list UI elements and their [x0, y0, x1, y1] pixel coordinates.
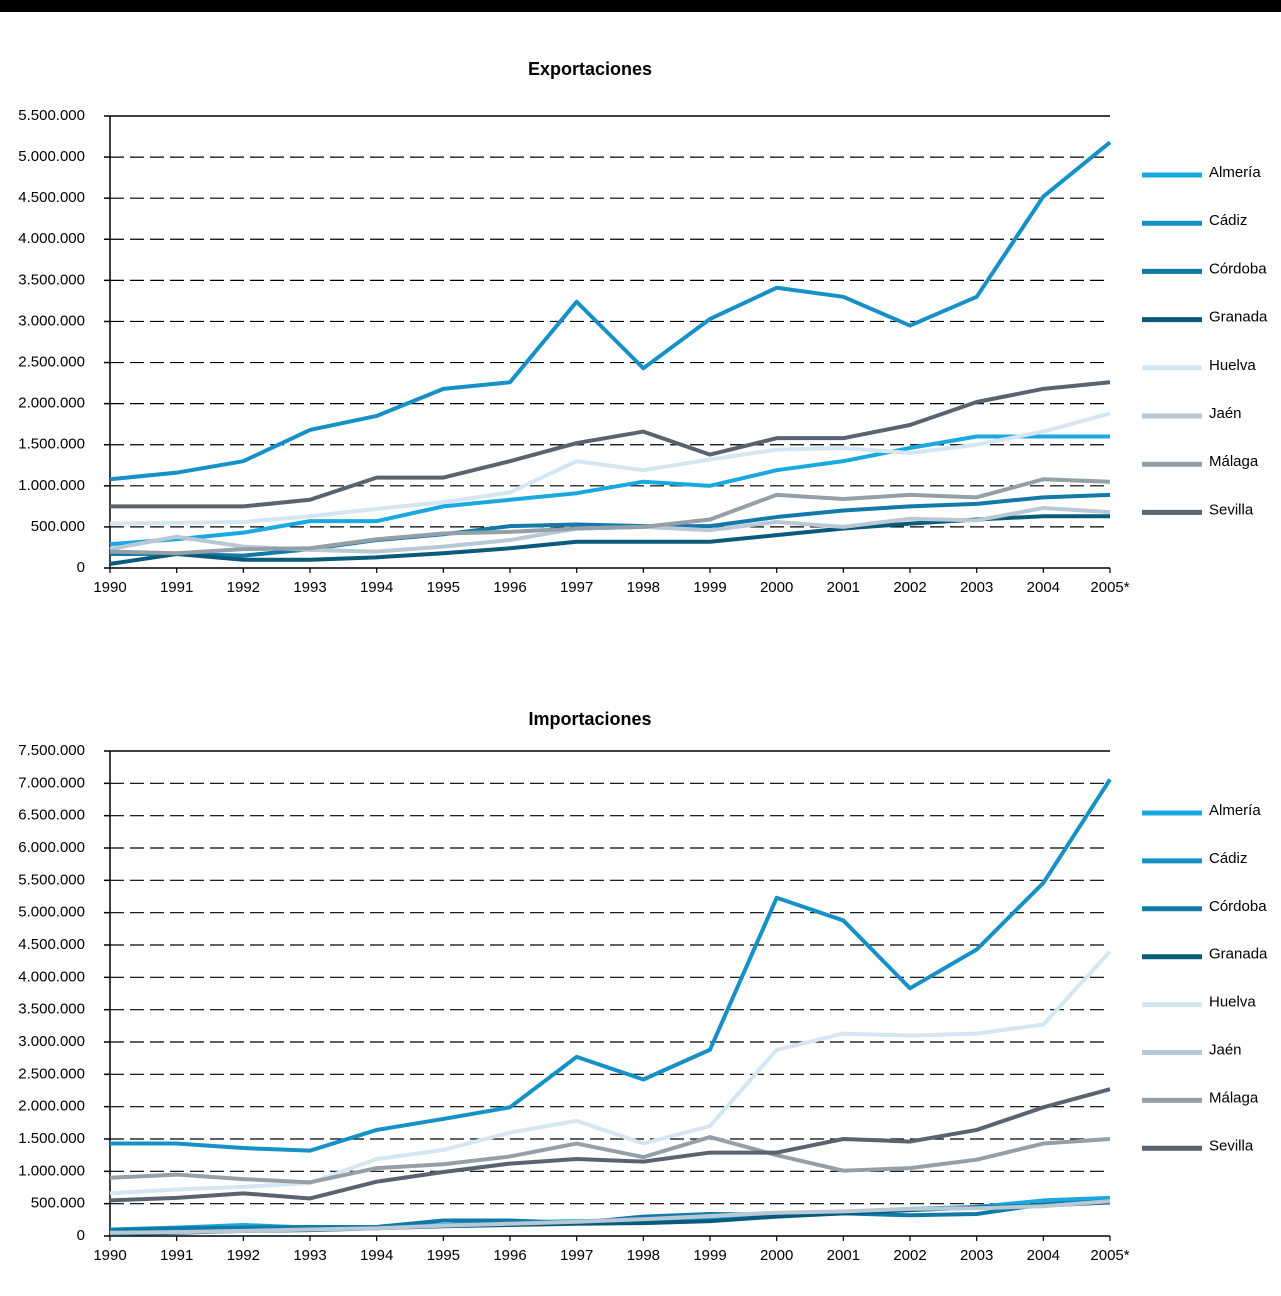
y-tick-label: 1.000.000	[18, 477, 85, 494]
legend-label: Almería	[1209, 164, 1261, 181]
legend-label: Córdoba	[1209, 260, 1267, 277]
x-tick-label: 1997	[560, 1247, 593, 1264]
chart-title: Importaciones	[528, 709, 651, 729]
x-tick-label: 1998	[627, 1247, 660, 1264]
x-tick-label: 1996	[493, 1247, 526, 1264]
y-tick-label: 4.500.000	[18, 189, 85, 206]
y-tick-label: 6.500.000	[18, 807, 85, 824]
y-tick-label: 3.000.000	[18, 1033, 85, 1050]
series-line	[110, 778, 1112, 1153]
legend-label: Cádiz	[1209, 212, 1247, 229]
series-line	[109, 477, 1111, 556]
legend-label: Huelva	[1209, 994, 1256, 1011]
x-tick-label: 1993	[293, 1247, 326, 1264]
x-tick-label: 1990	[93, 579, 126, 596]
x-tick-label: 1992	[227, 579, 260, 596]
x-tick-label: 2002	[893, 1247, 926, 1264]
x-tick-label: 2001	[827, 1247, 860, 1264]
x-tick-label: 1995	[427, 579, 460, 596]
x-tick-label: 1994	[360, 1247, 393, 1264]
y-tick-label: 4.000.000	[18, 968, 85, 985]
y-tick-label: 1.000.000	[18, 1162, 85, 1179]
legend-label: Granada	[1209, 946, 1268, 963]
legend-label: Jaén	[1209, 1041, 1242, 1058]
top-bar	[0, 0, 1281, 12]
series-line	[110, 380, 1111, 509]
y-tick-label: 3.000.000	[18, 312, 85, 329]
y-tick-label: 3.500.000	[18, 271, 85, 288]
x-tick-label: 2004	[1027, 1247, 1060, 1264]
y-tick-label: 2.500.000	[18, 354, 85, 371]
series-line	[110, 492, 1111, 558]
x-tick-label: 1991	[160, 579, 193, 596]
y-tick-label: 2.000.000	[18, 395, 85, 412]
legend-label: Jaén	[1209, 405, 1242, 422]
x-tick-label: 1999	[693, 1247, 726, 1264]
x-tick-label: 2005*	[1090, 579, 1129, 596]
legend-label: Huelva	[1209, 357, 1256, 374]
y-tick-label: 1.500.000	[18, 436, 85, 453]
y-tick-label: 7.000.000	[18, 774, 85, 791]
legend-label: Granada	[1209, 309, 1268, 326]
x-tick-label: 1995	[427, 1247, 460, 1264]
series-line	[109, 411, 1111, 526]
x-tick-label: 2003	[960, 1247, 993, 1264]
legend-label: Sevilla	[1209, 1137, 1254, 1154]
x-tick-label: 1999	[693, 579, 726, 596]
series-line	[109, 1087, 1111, 1203]
y-tick-label: 5.500.000	[18, 107, 85, 124]
x-tick-label: 1992	[227, 1247, 260, 1264]
y-tick-label: 4.000.000	[18, 230, 85, 247]
y-tick-label: 500.000	[31, 518, 85, 535]
legend-label: Almería	[1209, 802, 1261, 819]
x-tick-label: 1994	[360, 579, 393, 596]
series-line	[109, 1135, 1111, 1185]
y-tick-label: 4.500.000	[18, 936, 85, 953]
y-tick-label: 5.000.000	[18, 904, 85, 921]
x-tick-label: 1990	[93, 1247, 126, 1264]
legend-label: Córdoba	[1209, 898, 1267, 915]
x-tick-label: 2005*	[1090, 1247, 1129, 1264]
x-tick-label: 2001	[827, 579, 860, 596]
series-line	[109, 950, 1112, 1196]
y-tick-label: 5.500.000	[18, 871, 85, 888]
series-line	[109, 434, 1110, 547]
y-tick-label: 1.500.000	[18, 1130, 85, 1147]
y-tick-label: 500.000	[31, 1195, 85, 1212]
series-line	[109, 140, 1112, 482]
x-tick-label: 2004	[1027, 579, 1060, 596]
legend-label: Málaga	[1209, 1089, 1259, 1106]
x-tick-label: 1996	[493, 579, 526, 596]
y-tick-label: 7.500.000	[18, 742, 85, 759]
legend-label: Sevilla	[1209, 501, 1254, 518]
series-line	[109, 514, 1110, 566]
x-tick-label: 2002	[893, 579, 926, 596]
x-tick-label: 1991	[160, 1247, 193, 1264]
legend-label: Málaga	[1209, 453, 1259, 470]
y-tick-label: 3.500.000	[18, 1001, 85, 1018]
y-tick-label: 2.500.000	[18, 1065, 85, 1082]
x-tick-label: 2003	[960, 579, 993, 596]
legend-label: Cádiz	[1209, 850, 1247, 867]
chart-title: Exportaciones	[528, 59, 652, 79]
y-tick-label: 0	[77, 1227, 85, 1244]
y-tick-label: 0	[77, 559, 85, 576]
y-tick-label: 2.000.000	[18, 1098, 85, 1115]
x-tick-label: 1998	[627, 579, 660, 596]
x-tick-label: 1993	[293, 579, 326, 596]
x-tick-label: 1997	[560, 579, 593, 596]
x-tick-label: 2000	[760, 1247, 793, 1264]
series-line	[109, 1199, 1111, 1235]
x-tick-label: 2000	[760, 579, 793, 596]
y-tick-label: 5.000.000	[18, 148, 85, 165]
y-tick-label: 6.000.000	[18, 839, 85, 856]
